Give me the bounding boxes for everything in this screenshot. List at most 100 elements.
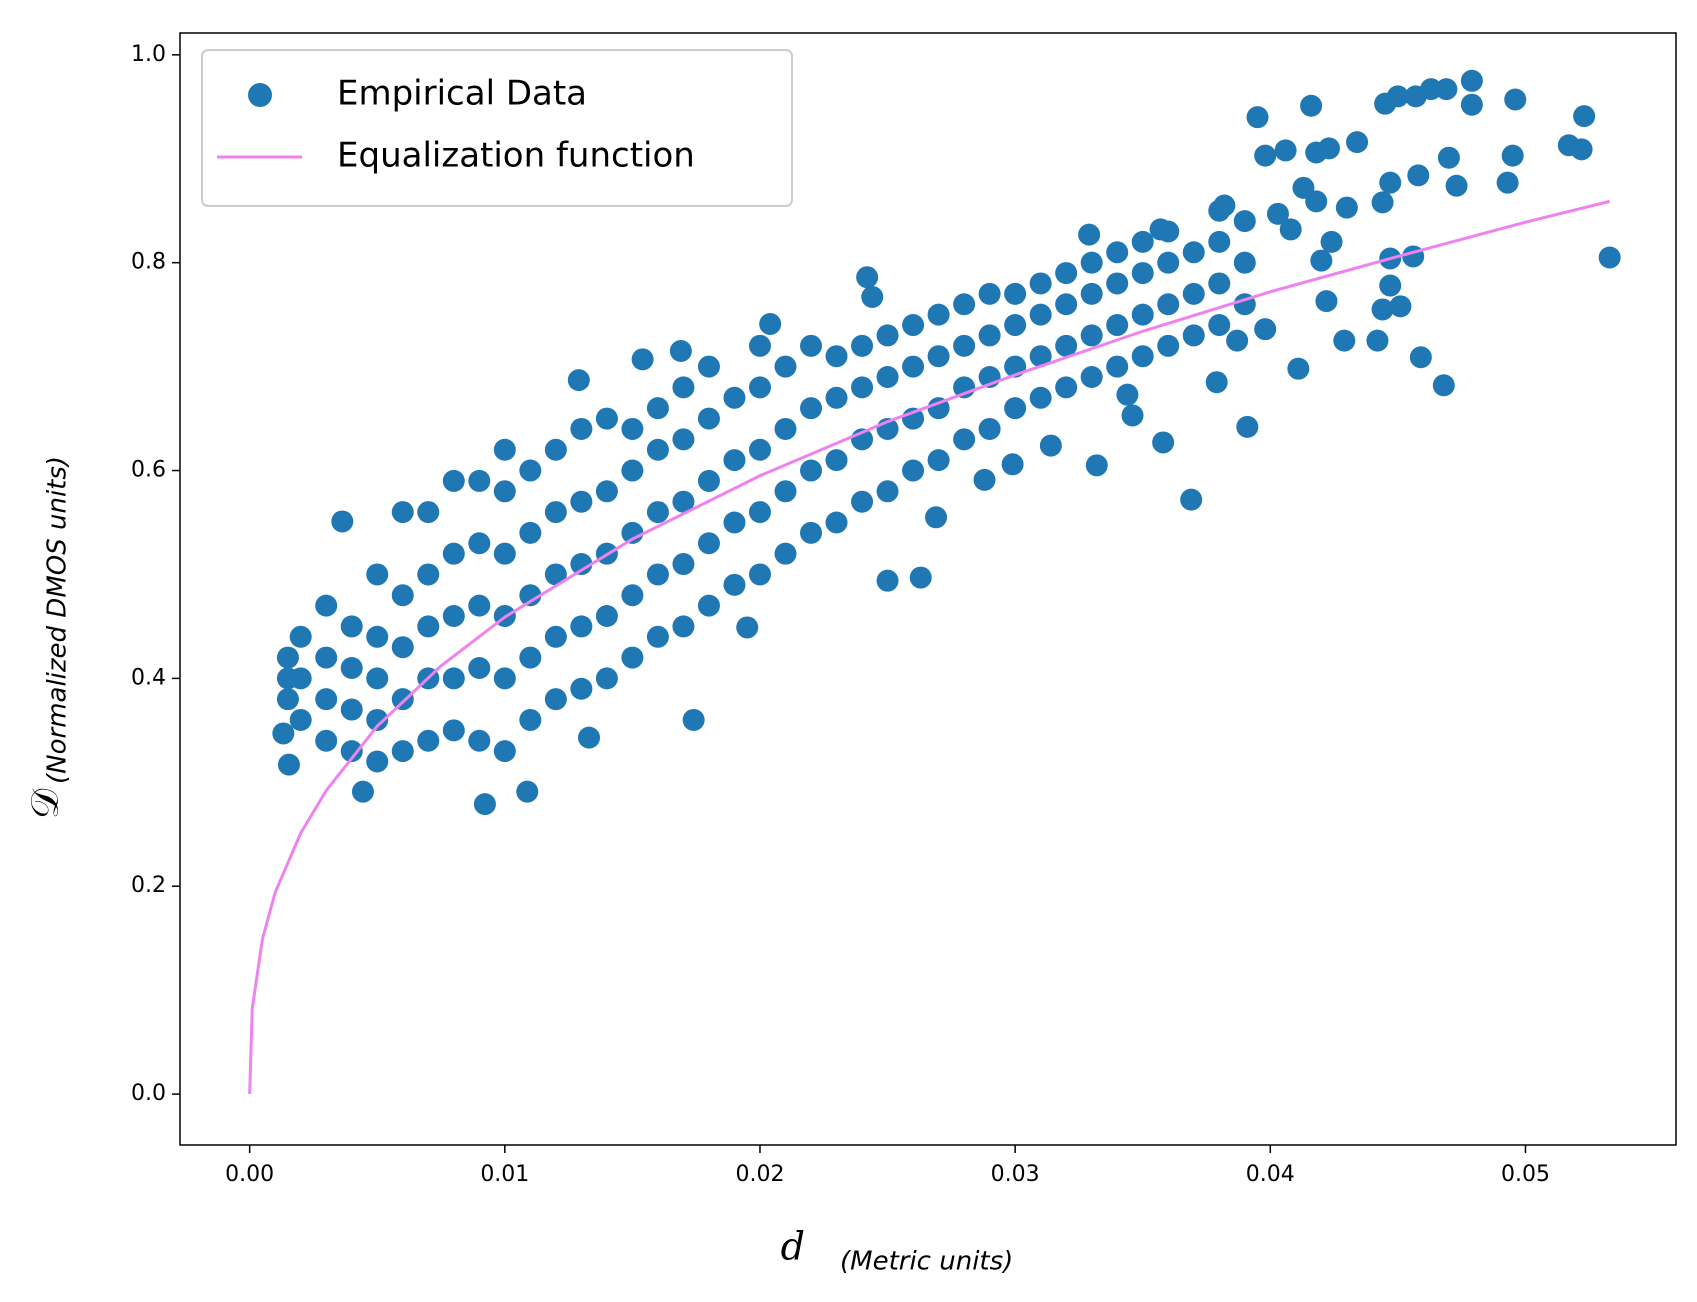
data-point	[953, 428, 976, 451]
data-point	[417, 729, 440, 752]
data-point	[748, 334, 771, 357]
data-point	[1149, 218, 1172, 241]
plot-frame	[179, 32, 1677, 1146]
data-point	[366, 750, 389, 773]
data-point	[902, 314, 925, 337]
data-point	[1226, 329, 1249, 352]
data-point	[646, 438, 669, 461]
data-point	[1437, 146, 1460, 169]
data-point	[493, 740, 516, 763]
data-point	[1055, 293, 1078, 316]
data-point	[876, 365, 899, 388]
x-tick-label: 0.04	[1246, 1162, 1295, 1187]
data-point	[366, 708, 389, 731]
legend-marker	[248, 83, 272, 107]
data-point	[516, 780, 539, 803]
data-point	[1233, 210, 1256, 233]
data-point	[277, 753, 300, 776]
data-point	[861, 285, 884, 308]
data-point	[366, 625, 389, 648]
data-point	[442, 719, 465, 742]
data-point	[1371, 191, 1394, 214]
data-point	[1116, 383, 1139, 406]
legend-box	[201, 49, 793, 207]
data-point	[1106, 314, 1129, 337]
data-point	[646, 625, 669, 648]
data-point	[697, 407, 720, 430]
data-point	[1182, 282, 1205, 305]
data-point	[973, 468, 996, 491]
data-point	[800, 459, 823, 482]
data-point	[825, 449, 848, 472]
data-point	[672, 490, 695, 513]
data-point	[927, 397, 950, 420]
data-point	[1205, 371, 1228, 394]
data-point	[493, 542, 516, 565]
data-point	[289, 667, 312, 690]
y-axis-note: (Normalized DMOS units)	[43, 456, 73, 784]
data-point	[595, 667, 618, 690]
data-point	[825, 386, 848, 409]
data-point	[1157, 251, 1180, 274]
data-point	[276, 688, 299, 711]
y-tick-label: 0.4	[131, 665, 166, 690]
data-point	[442, 605, 465, 628]
data-point	[315, 594, 338, 617]
data-point	[1346, 131, 1369, 154]
data-point	[1246, 106, 1269, 129]
data-point	[697, 355, 720, 378]
data-point	[391, 740, 414, 763]
data-point	[1320, 230, 1343, 253]
data-point	[1317, 137, 1340, 160]
data-point	[595, 480, 618, 503]
data-point	[468, 594, 491, 617]
data-point	[570, 677, 593, 700]
data-point	[953, 293, 976, 316]
data-point	[1409, 346, 1432, 369]
data-point	[1501, 144, 1524, 167]
data-point	[1236, 415, 1259, 438]
data-point	[1213, 194, 1236, 217]
data-point	[748, 501, 771, 524]
data-point	[1029, 345, 1052, 368]
data-point	[1371, 298, 1394, 321]
data-point	[1254, 144, 1277, 167]
data-point	[1598, 246, 1621, 269]
data-point	[442, 542, 465, 565]
data-point	[570, 417, 593, 440]
data-point	[825, 345, 848, 368]
data-point	[1001, 453, 1024, 476]
data-point	[902, 459, 925, 482]
data-point	[646, 563, 669, 586]
data-point	[1039, 434, 1062, 457]
data-point	[417, 563, 440, 586]
data-point	[723, 511, 746, 534]
data-point	[331, 510, 354, 533]
data-point	[800, 334, 823, 357]
data-point	[544, 563, 567, 586]
data-point	[570, 490, 593, 513]
data-point	[544, 501, 567, 524]
data-point	[417, 615, 440, 638]
data-point	[1445, 174, 1468, 197]
data-point	[1004, 397, 1027, 420]
y-tick-label: 0.6	[131, 458, 166, 483]
data-point	[1055, 334, 1078, 357]
data-point	[621, 646, 644, 669]
legend-label: Empirical Data	[337, 74, 587, 114]
data-point	[468, 729, 491, 752]
data-point	[800, 397, 823, 420]
data-point	[1274, 139, 1297, 162]
data-point	[876, 569, 899, 592]
data-point	[1573, 105, 1596, 128]
data-point	[646, 501, 669, 524]
data-point	[570, 553, 593, 576]
data-point	[631, 348, 654, 371]
data-point	[468, 656, 491, 679]
y-axis-label: 𝒟	[23, 788, 67, 819]
x-tick-label: 0.02	[735, 1162, 784, 1187]
data-point	[723, 449, 746, 472]
data-point	[391, 501, 414, 524]
data-point	[1152, 431, 1175, 454]
